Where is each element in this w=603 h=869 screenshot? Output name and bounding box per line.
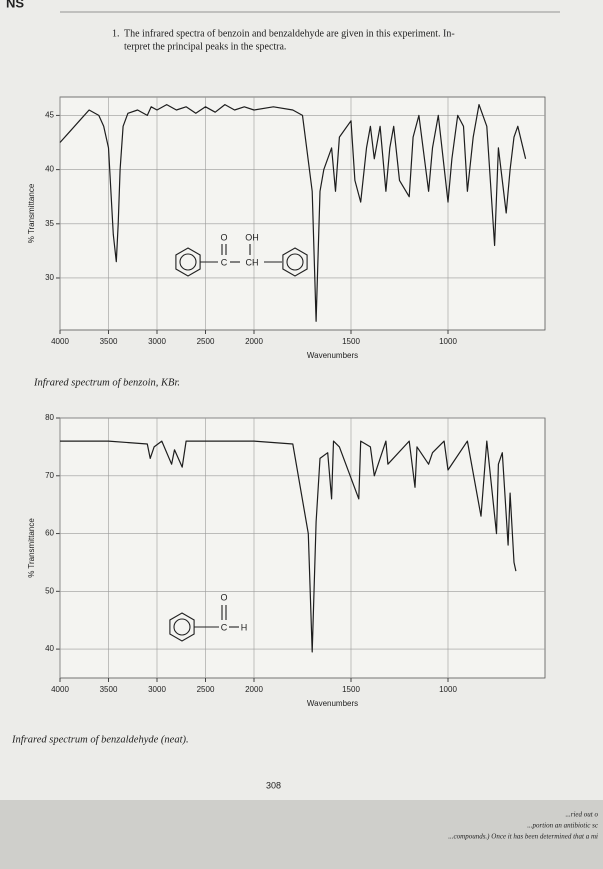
footer-text: ...ried out o (566, 811, 599, 819)
y-axis-label: % Transmittance (27, 518, 36, 578)
atom-label: C (221, 257, 228, 267)
benzene-ring (282, 247, 308, 277)
x-tick-label: 1000 (439, 337, 457, 346)
question-text: terpret the principal peaks in the spect… (124, 41, 286, 52)
atom-label: C (221, 622, 228, 632)
benzene-ring-circle (179, 253, 197, 271)
benzene-ring-circle (173, 618, 191, 636)
atom-label: H (241, 622, 248, 632)
x-tick-label: 2000 (245, 337, 263, 346)
y-tick-label: 80 (45, 413, 54, 422)
x-tick-label: 4000 (51, 337, 69, 346)
x-tick-label: 2500 (197, 685, 215, 694)
x-tick-label: 2000 (245, 685, 263, 694)
atom-label: CH (246, 257, 259, 267)
y-tick-label: 70 (45, 471, 54, 480)
x-tick-label: 3000 (148, 685, 166, 694)
x-tick-label: 2500 (197, 337, 215, 346)
caption: Infrared spectrum of benzaldehyde (neat)… (11, 734, 189, 745)
benzoin-structure (175, 244, 308, 277)
benzene-ring (169, 612, 195, 642)
page-number: 308 (266, 780, 281, 790)
atom-label: O (220, 232, 227, 242)
spectrum-line (60, 440, 517, 653)
y-tick-label: 40 (45, 644, 54, 653)
x-tick-label: 3000 (148, 337, 166, 346)
x-tick-label: 1500 (342, 337, 360, 346)
y-tick-label: 50 (45, 586, 54, 595)
x-axis-label: Wavenumbers (307, 351, 358, 360)
x-tick-label: 3500 (100, 685, 118, 694)
y-tick-label: 40 (45, 165, 54, 174)
spectrum-line (59, 104, 527, 322)
question-number: 1. (112, 28, 120, 39)
header: NS (6, 0, 24, 10)
x-tick-label: 1500 (342, 685, 360, 694)
caption: Infrared spectrum of benzoin, KBr. (33, 377, 180, 388)
y-tick-label: 45 (45, 111, 54, 120)
atom-label: OH (245, 232, 259, 242)
y-tick-label: 60 (45, 529, 54, 538)
x-tick-label: 3500 (100, 337, 118, 346)
x-tick-label: 1000 (439, 685, 457, 694)
paper-bottom (0, 800, 603, 869)
footer-text: ...portion an antibiotic sc (527, 822, 599, 830)
x-tick-label: 4000 (51, 685, 69, 694)
y-axis-label: % Transmittance (27, 183, 36, 243)
question-text: The infrared spectra of benzoin and benz… (124, 28, 455, 39)
plot-area (59, 96, 546, 331)
atom-label: O (220, 592, 227, 602)
plot-area (59, 417, 546, 679)
benzene-ring-circle (286, 253, 304, 271)
x-axis-label: Wavenumbers (307, 699, 358, 708)
benzene-ring (175, 247, 201, 277)
footer-text: ...compounds.) Once it has been determin… (448, 833, 598, 841)
y-tick-label: 35 (45, 219, 54, 228)
benzaldehyde-structure (169, 605, 239, 642)
y-tick-label: 30 (45, 273, 54, 282)
